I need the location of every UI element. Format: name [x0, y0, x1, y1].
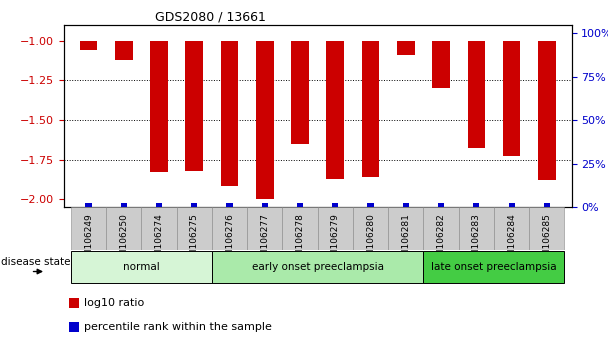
Bar: [150, 41, 168, 172]
FancyBboxPatch shape: [458, 207, 494, 250]
Text: GSM106284: GSM106284: [507, 213, 516, 268]
Text: normal: normal: [123, 262, 160, 272]
Bar: [156, 204, 162, 207]
Bar: [291, 41, 309, 144]
FancyBboxPatch shape: [423, 251, 564, 283]
Bar: [297, 204, 303, 207]
Bar: [402, 204, 409, 207]
FancyBboxPatch shape: [142, 207, 177, 250]
Text: GSM106280: GSM106280: [366, 213, 375, 268]
Bar: [367, 204, 374, 207]
Text: GSM106277: GSM106277: [260, 213, 269, 268]
Bar: [473, 204, 480, 207]
Bar: [69, 322, 79, 332]
Text: GSM106275: GSM106275: [190, 213, 199, 268]
FancyBboxPatch shape: [247, 207, 283, 250]
FancyBboxPatch shape: [494, 207, 529, 250]
Bar: [332, 204, 339, 207]
Text: GSM106285: GSM106285: [542, 213, 551, 268]
Bar: [185, 41, 203, 171]
Text: GSM106283: GSM106283: [472, 213, 481, 268]
FancyBboxPatch shape: [71, 207, 106, 250]
FancyBboxPatch shape: [212, 251, 423, 283]
FancyBboxPatch shape: [212, 207, 247, 250]
Bar: [121, 204, 127, 207]
Bar: [86, 204, 92, 207]
Text: GSM106276: GSM106276: [225, 213, 234, 268]
Bar: [508, 204, 514, 207]
Bar: [226, 204, 233, 207]
Bar: [326, 41, 344, 178]
Text: GSM106274: GSM106274: [154, 213, 164, 268]
Text: percentile rank within the sample: percentile rank within the sample: [84, 322, 272, 332]
Text: GSM106249: GSM106249: [84, 213, 93, 268]
Bar: [438, 204, 444, 207]
FancyBboxPatch shape: [71, 251, 212, 283]
Bar: [432, 41, 450, 88]
Bar: [503, 41, 520, 156]
Bar: [468, 41, 485, 148]
FancyBboxPatch shape: [318, 207, 353, 250]
Text: GSM106281: GSM106281: [401, 213, 410, 268]
FancyBboxPatch shape: [388, 207, 423, 250]
FancyBboxPatch shape: [353, 207, 388, 250]
Text: GSM106279: GSM106279: [331, 213, 340, 268]
Text: GSM106278: GSM106278: [295, 213, 305, 268]
Text: GDS2080 / 13661: GDS2080 / 13661: [155, 11, 266, 24]
FancyBboxPatch shape: [529, 207, 564, 250]
Text: GSM106250: GSM106250: [119, 213, 128, 268]
Bar: [362, 41, 379, 177]
FancyBboxPatch shape: [106, 207, 142, 250]
FancyBboxPatch shape: [423, 207, 458, 250]
Text: early onset preeclampsia: early onset preeclampsia: [252, 262, 384, 272]
FancyBboxPatch shape: [177, 207, 212, 250]
Bar: [80, 41, 97, 50]
Bar: [221, 41, 238, 187]
Bar: [261, 204, 268, 207]
Text: disease state: disease state: [1, 257, 71, 267]
Bar: [256, 41, 274, 199]
Bar: [69, 298, 79, 308]
Bar: [397, 41, 415, 55]
Bar: [115, 41, 133, 60]
Bar: [544, 204, 550, 207]
FancyBboxPatch shape: [283, 207, 318, 250]
Text: log10 ratio: log10 ratio: [84, 298, 144, 308]
Text: GSM106282: GSM106282: [437, 213, 446, 268]
Text: late onset preeclampsia: late onset preeclampsia: [431, 262, 557, 272]
Bar: [538, 41, 556, 180]
Bar: [191, 204, 198, 207]
